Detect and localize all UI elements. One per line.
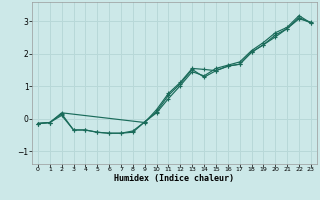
X-axis label: Humidex (Indice chaleur): Humidex (Indice chaleur) [115,174,234,183]
